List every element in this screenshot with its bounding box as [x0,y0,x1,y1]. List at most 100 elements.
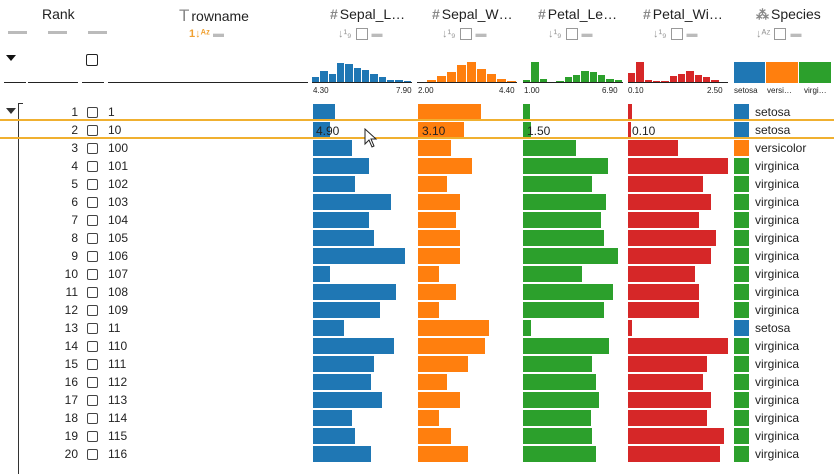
more-menu-icon[interactable]: ▬ [371,28,383,40]
filter-icon[interactable] [774,28,787,41]
sepal-length-bar [313,338,394,354]
species-swatch [734,230,749,246]
species-label: setosa [755,123,791,137]
row-rank: 19 [64,429,78,443]
row-select-checkbox[interactable] [87,449,98,460]
species-label: virginica [755,357,800,371]
species-label: virginica [755,411,800,425]
species-label: virginica [755,393,800,407]
row-select-checkbox[interactable] [87,413,98,424]
row-select-checkbox[interactable] [87,179,98,190]
more-menu-icon[interactable]: ▬ [475,28,487,40]
histogram-bar [337,63,345,83]
row-select-checkbox[interactable] [87,161,98,172]
more-menu-icon[interactable]: ▬ [686,28,698,40]
sepal-width-header-label: Sepal_W… [441,6,513,22]
species-summary-versicolor[interactable] [766,62,798,83]
categorical-type-icon: ⁂ [756,7,769,22]
rowname-header-label: rowname [191,8,249,24]
histogram-bar [606,79,614,83]
row-select-checkbox[interactable] [87,215,98,226]
petal-width-axis-max: 2.50 [707,86,723,95]
sort-numeric-icon[interactable]: ↓¹₉ [442,28,456,40]
sepal-length-bar [313,320,344,336]
petal-length-bar [523,374,596,390]
filter-icon[interactable] [565,28,578,41]
more-menu-icon[interactable]: ▬▬ [88,26,107,37]
species-label: virginica [755,339,800,353]
species-summary-setosa[interactable] [734,62,765,83]
more-menu-icon[interactable]: ▬▬ [48,26,67,37]
row-name: 106 [108,249,129,263]
more-menu-icon[interactable]: ▬▬ [8,26,27,37]
petal-length-bar [523,302,605,318]
row-rank: 7 [71,213,78,227]
highlight-petal-width-value: 0.10 [632,124,656,138]
collapse-all-icon[interactable] [6,55,16,61]
more-menu-icon[interactable]: ▬ [790,28,802,40]
filter-icon[interactable] [355,28,368,41]
sort-numeric-icon[interactable]: ↓¹₉ [548,28,562,40]
species-label: virginica [755,195,800,209]
filter-icon[interactable] [670,28,683,41]
row-select-checkbox[interactable] [87,359,98,370]
histogram-baseline [417,82,517,83]
species-header[interactable]: ⁂ Species [756,6,821,23]
sepal-width-bar [418,338,485,354]
row-select-checkbox[interactable] [87,107,98,118]
species-label: virginica [755,375,800,389]
histogram-bar [467,62,476,83]
histogram-bar [437,76,446,83]
row-select-checkbox[interactable] [87,269,98,280]
row-select-checkbox[interactable] [87,143,98,154]
sort-numeric-icon[interactable]: ↓¹₉ [653,28,667,40]
petal-length-bar [523,176,593,192]
sepal-width-bar [418,428,452,444]
petal-length-bar [523,446,596,462]
histogram-bar [457,65,466,83]
row-select-checkbox[interactable] [87,341,98,352]
histogram-bar [427,80,436,83]
group-expand-icon[interactable] [6,108,16,114]
species-swatch [734,428,749,444]
row-select-checkbox[interactable] [87,305,98,316]
row-select-checkbox[interactable] [87,431,98,442]
filter-icon[interactable] [459,28,472,41]
sort-az-icon[interactable]: 1↓ᴬᶻ [189,28,210,40]
petal-length-bar [523,266,583,282]
sort-az-icon[interactable]: ↓ᴬᶻ [756,28,771,40]
row-select-checkbox[interactable] [87,251,98,262]
row-name: 101 [108,159,129,173]
petal-width-header[interactable]: # Petal_Wi… [643,6,723,22]
row-select-checkbox[interactable] [87,197,98,208]
rank-header[interactable]: Rank [42,6,75,22]
histogram-bar [636,62,644,83]
select-all-checkbox[interactable] [86,54,98,66]
row-name: 113 [108,393,128,407]
species-label: virginica [755,249,800,263]
sepal-length-bar [313,356,375,372]
petal-width-header-label: Petal_Wi… [652,6,723,22]
row-select-checkbox[interactable] [87,125,98,136]
species-summary-virginica[interactable] [799,62,831,83]
more-menu-icon[interactable]: ▬ [213,28,224,40]
row-select-checkbox[interactable] [87,377,98,388]
row-select-checkbox[interactable] [87,287,98,298]
highlight-sepal-width-value: 3.10 [422,124,446,138]
more-menu-icon[interactable]: ▬ [581,28,593,40]
numeric-type-icon: # [538,6,546,22]
sepal-length-header[interactable]: # Sepal_L… [330,6,405,22]
sort-numeric-icon[interactable]: ↓¹₉ [338,28,352,40]
histogram-bar [531,62,539,83]
species-swatch [734,284,749,300]
row-select-checkbox[interactable] [87,395,98,406]
row-rank: 3 [71,141,78,155]
species-swatch [734,248,749,264]
sepal-width-header[interactable]: # Sepal_W… [432,6,513,22]
histogram-bar [370,74,378,83]
row-select-checkbox[interactable] [87,323,98,334]
row-select-checkbox[interactable] [87,233,98,244]
petal-length-header[interactable]: # Petal_Le… [538,6,617,22]
species-label: virginica [755,285,800,299]
